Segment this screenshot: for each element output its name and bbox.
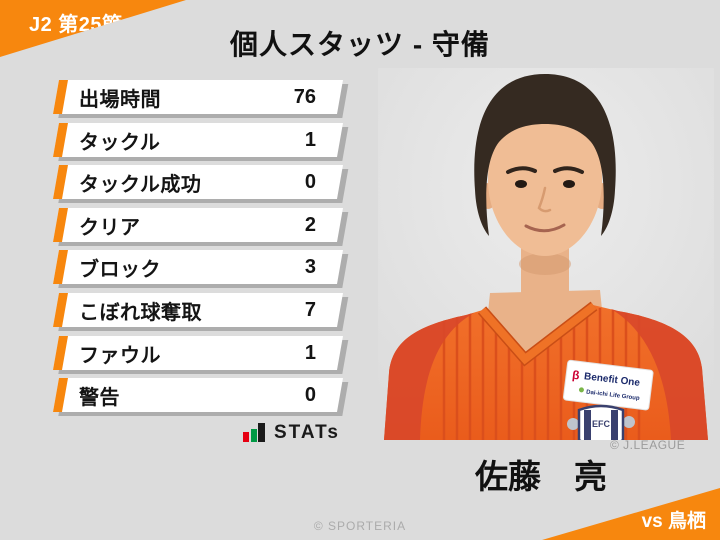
stat-row: タックル 1 [53,122,343,157]
stats-logo-text: STATs [274,422,340,443]
stat-value: 76 [293,85,316,108]
stat-row: 出場時間 76 [53,80,343,114]
stats-list: 出場時間 76 タックル 1 タックル成功 0 クリア 2 ブロック [53,80,343,421]
footer-credit: © SPORTERIA [313,519,407,533]
stat-row: 警告 0 [53,378,343,413]
stat-row: ブロック 3 [53,250,343,285]
stat-value: 1 [304,128,316,151]
stat-label: タックル成功 [79,173,202,196]
stat-value: 0 [304,383,316,406]
crest-initials: EFC [592,419,611,429]
stat-value: 1 [304,341,316,364]
stat-label: クリア [79,216,141,239]
club-crest: EFC [567,404,635,440]
stat-label: 警告 [79,386,120,409]
stat-value: 0 [304,170,316,193]
stat-label: ファウル [79,344,161,367]
page-title: 個人スタッツ - 守備 [230,29,490,60]
stat-value: 7 [304,298,316,321]
stat-row: ファウル 1 [53,335,343,370]
stat-value: 2 [304,213,316,236]
stat-row: こぼれ球奪取 7 [53,292,343,327]
stats-bars-icon [243,423,265,442]
stat-row: タックル成功 0 [53,165,343,200]
sponsor-symbol: β [571,368,580,383]
player-name: 佐藤 亮 [475,458,607,495]
stat-label: こぼれ球奪取 [79,301,202,324]
jersey-sponsor-patch: β Benefit One Dai-ichi Life Group [562,359,654,411]
photo-credit: © J.LEAGUE [610,438,686,452]
stat-label: 出場時間 [79,88,161,111]
hair [474,74,616,236]
stat-row: クリア 2 [53,207,343,242]
stats-logo: STATs [243,423,340,442]
player-photo: β Benefit One Dai-ichi Life Group EFC [378,68,714,440]
stat-value: 3 [304,255,316,278]
stat-label: タックル [79,131,161,154]
stat-label: ブロック [79,258,161,281]
opponent-label: vs 鳥栖 [641,511,706,532]
